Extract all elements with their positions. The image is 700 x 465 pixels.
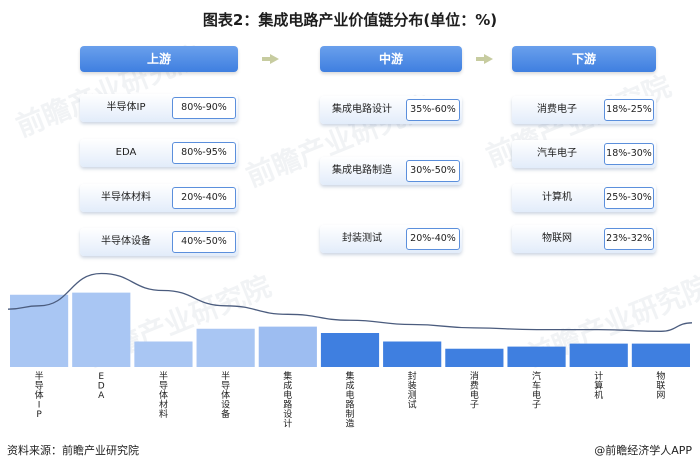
downstream-row: 物联网 23%-32% [512,225,656,253]
downstream-row: 计算机 25%-30% [512,184,656,212]
bar-汽车电子 [507,346,566,367]
category-label: 封装测试 [408,370,417,411]
upstream-row: 半导体材料 20%-40% [80,184,238,212]
category-label: 消费电子 [470,370,479,411]
row-value: 25%-30% [604,187,654,209]
category-label: 集成电路设计 [283,370,292,430]
category-label: 物联网 [656,370,665,401]
stage-header-downstream: 下游 [512,46,656,72]
bar-半导体设备 [196,328,255,367]
row-value: 80%-90% [172,97,236,119]
bar-计算机 [569,343,628,367]
category-label: 半导体材料 [159,370,168,420]
midstream-row: 封装测试 20%-40% [320,225,462,253]
arrow-right-icon [476,54,493,64]
row-label: 物联网 [542,233,572,244]
row-label: 集成电路设计 [332,104,392,115]
row-value: 40%-50% [172,231,236,253]
row-value: 20%-40% [172,187,236,209]
bar-集成电路设计 [258,326,317,367]
upstream-row: 半导体设备 40%-50% [80,228,238,256]
row-value: 18%-25% [604,99,654,121]
row-label: 消费电子 [537,104,577,115]
row-value: 80%-95% [172,142,236,164]
category-label: 集成电路制造 [345,370,354,430]
row-value: 35%-60% [406,99,460,121]
bar-物联网 [631,343,690,367]
category-label: 计算机 [594,370,603,401]
bar-消费电子 [445,348,504,367]
stage-header-upstream: 上游 [80,46,238,72]
row-label: 封装测试 [342,233,382,244]
row-value: 30%-50% [406,160,460,182]
downstream-row: 消费电子 18%-25% [512,96,656,124]
bar-封装测试 [383,341,442,367]
bar-半导体材料 [134,341,193,367]
arrow-right-icon [262,54,279,64]
bar-半导体IP [10,294,69,367]
row-label: 半导体IP [106,102,146,113]
row-label: 集成电路制造 [332,165,392,176]
source-note: 资料来源：前瞻产业研究院 [7,444,139,457]
bar-EDA [72,292,131,367]
row-value: 20%-40% [406,228,460,250]
row-label: EDA [115,147,137,158]
trend-line [7,272,693,332]
upstream-row: 半导体IP 80%-90% [80,94,238,122]
chart-title: 图表2：集成电路产业价值链分布(单位：%) [202,11,498,29]
midstream-row: 集成电路制造 30%-50% [320,157,462,185]
midstream-row: 集成电路设计 35%-60% [320,96,462,124]
row-value: 18%-30% [604,143,654,165]
row-label: 半导体设备 [101,236,151,247]
value-chain-bar-chart: 半导体 I P E D A 半导体材料 半导体设备 集成电路设计 集成电路制造 封装测试 消费电子 汽车… [7,272,693,430]
row-value: 23%-32% [604,228,654,250]
category-label: 半导体 I P [35,370,44,420]
category-label: 汽车电子 [532,370,541,411]
upstream-row: EDA 80%-95% [80,139,238,167]
row-label: 半导体材料 [101,192,151,203]
category-label: 半导体设备 [221,370,230,420]
downstream-row: 汽车电子 18%-30% [512,140,656,168]
stage-header-midstream: 中游 [320,46,462,72]
bar-集成电路制造 [320,333,380,367]
brand-credit: @前瞻经济学人APP [594,444,692,457]
row-label: 汽车电子 [537,148,577,159]
row-label: 计算机 [542,192,572,203]
